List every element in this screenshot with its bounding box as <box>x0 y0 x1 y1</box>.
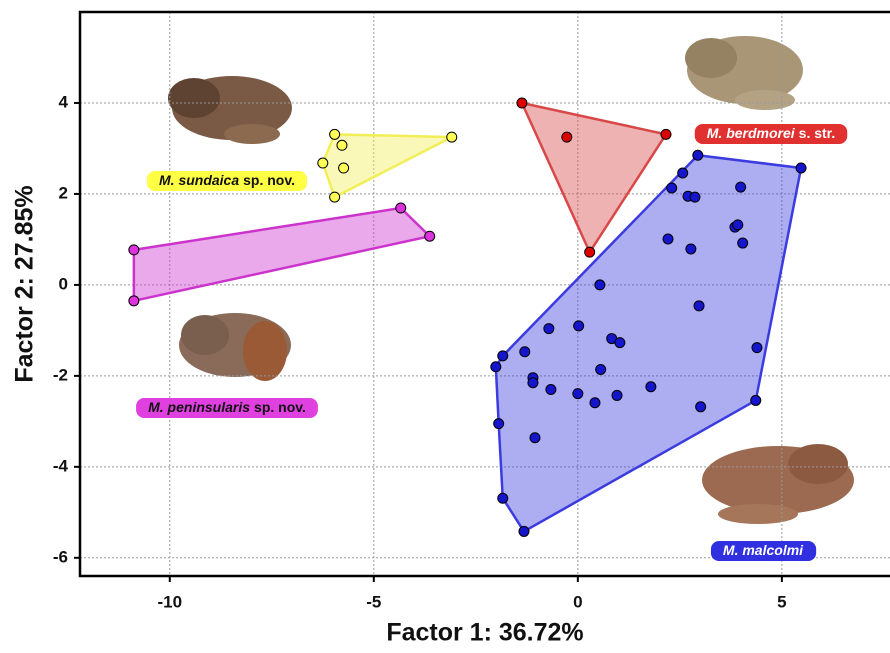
point <box>645 381 657 393</box>
species-name: M. berdmorei <box>707 125 796 141</box>
point <box>584 246 596 258</box>
point <box>666 182 678 194</box>
point <box>424 230 436 242</box>
species-suffix: sp. nov. <box>254 399 306 415</box>
point <box>317 157 329 169</box>
label-text: M. berdmorei s. str. <box>707 125 836 141</box>
point <box>662 233 674 245</box>
series-label: M. peninsularis sp. nov. <box>136 398 318 418</box>
point <box>750 394 762 406</box>
x-tick-label: 0 <box>573 592 582 611</box>
point <box>735 181 747 193</box>
frog-photos <box>168 36 854 524</box>
point <box>446 131 458 143</box>
hull <box>520 101 668 254</box>
point <box>519 346 531 358</box>
species-suffix: sp. nov. <box>243 172 295 188</box>
point <box>692 149 704 161</box>
point <box>516 97 528 109</box>
y-tick-label: 4 <box>59 92 69 111</box>
x-tick-label: -10 <box>157 592 182 611</box>
point <box>329 191 341 203</box>
y-axis-title: Factor 2: 27.85% <box>11 185 39 382</box>
series-group <box>132 206 431 303</box>
point <box>395 202 407 214</box>
point <box>527 377 539 389</box>
label-text: M. peninsularis sp. nov. <box>148 399 306 415</box>
point <box>573 320 585 332</box>
point <box>751 342 763 354</box>
point <box>561 131 573 143</box>
frog-photo <box>168 76 292 144</box>
point <box>572 388 584 400</box>
x-tick-label: -5 <box>366 592 381 611</box>
point <box>128 244 140 256</box>
label-pill <box>710 541 817 561</box>
species-suffix: s. str. <box>799 125 836 141</box>
point <box>594 279 606 291</box>
point <box>660 128 672 140</box>
point <box>543 323 555 335</box>
point <box>611 389 623 401</box>
frog-photo <box>702 444 854 524</box>
y-tick-label: -6 <box>53 547 68 566</box>
point <box>545 384 557 396</box>
point <box>732 219 744 231</box>
point <box>497 492 509 504</box>
series-label: M. sundaica sp. nov. <box>147 171 307 191</box>
point <box>529 432 541 444</box>
point <box>493 418 505 430</box>
point <box>329 128 341 140</box>
point <box>677 167 689 179</box>
label-pill <box>147 171 307 191</box>
x-tick-label: 5 <box>777 592 786 611</box>
point <box>689 191 701 203</box>
label-text: M. malcolmi <box>723 542 804 558</box>
label-text: M. sundaica sp. nov. <box>159 172 295 188</box>
y-tick-label: -4 <box>53 456 69 475</box>
y-tick-label: -2 <box>53 365 68 384</box>
axis-frame <box>78 10 890 578</box>
point <box>595 364 607 376</box>
series-label: M. berdmorei s. str. <box>694 124 848 144</box>
species-name: M. peninsularis <box>148 399 250 415</box>
point <box>497 350 509 362</box>
point <box>737 237 749 249</box>
frog-photo <box>685 36 803 110</box>
species-name: M. malcolmi <box>723 542 804 558</box>
point <box>695 401 707 413</box>
point <box>490 361 502 373</box>
species-name: M. sundaica <box>159 172 239 188</box>
point <box>518 525 530 537</box>
label-pill <box>694 124 848 144</box>
point <box>693 300 705 312</box>
point <box>795 162 807 174</box>
point <box>589 397 601 409</box>
series-group <box>520 101 668 254</box>
point <box>336 139 348 151</box>
hull <box>132 206 431 303</box>
point <box>338 162 350 174</box>
label-pill <box>136 398 318 418</box>
point <box>614 337 626 349</box>
x-axis-title: Factor 1: 36.72% <box>386 619 583 647</box>
series-label: M. malcolmi <box>710 541 817 561</box>
y-tick-label: 0 <box>59 274 68 293</box>
point <box>685 243 697 255</box>
frog-photo <box>179 313 291 381</box>
y-tick-label: 2 <box>59 183 68 202</box>
point <box>128 295 140 307</box>
